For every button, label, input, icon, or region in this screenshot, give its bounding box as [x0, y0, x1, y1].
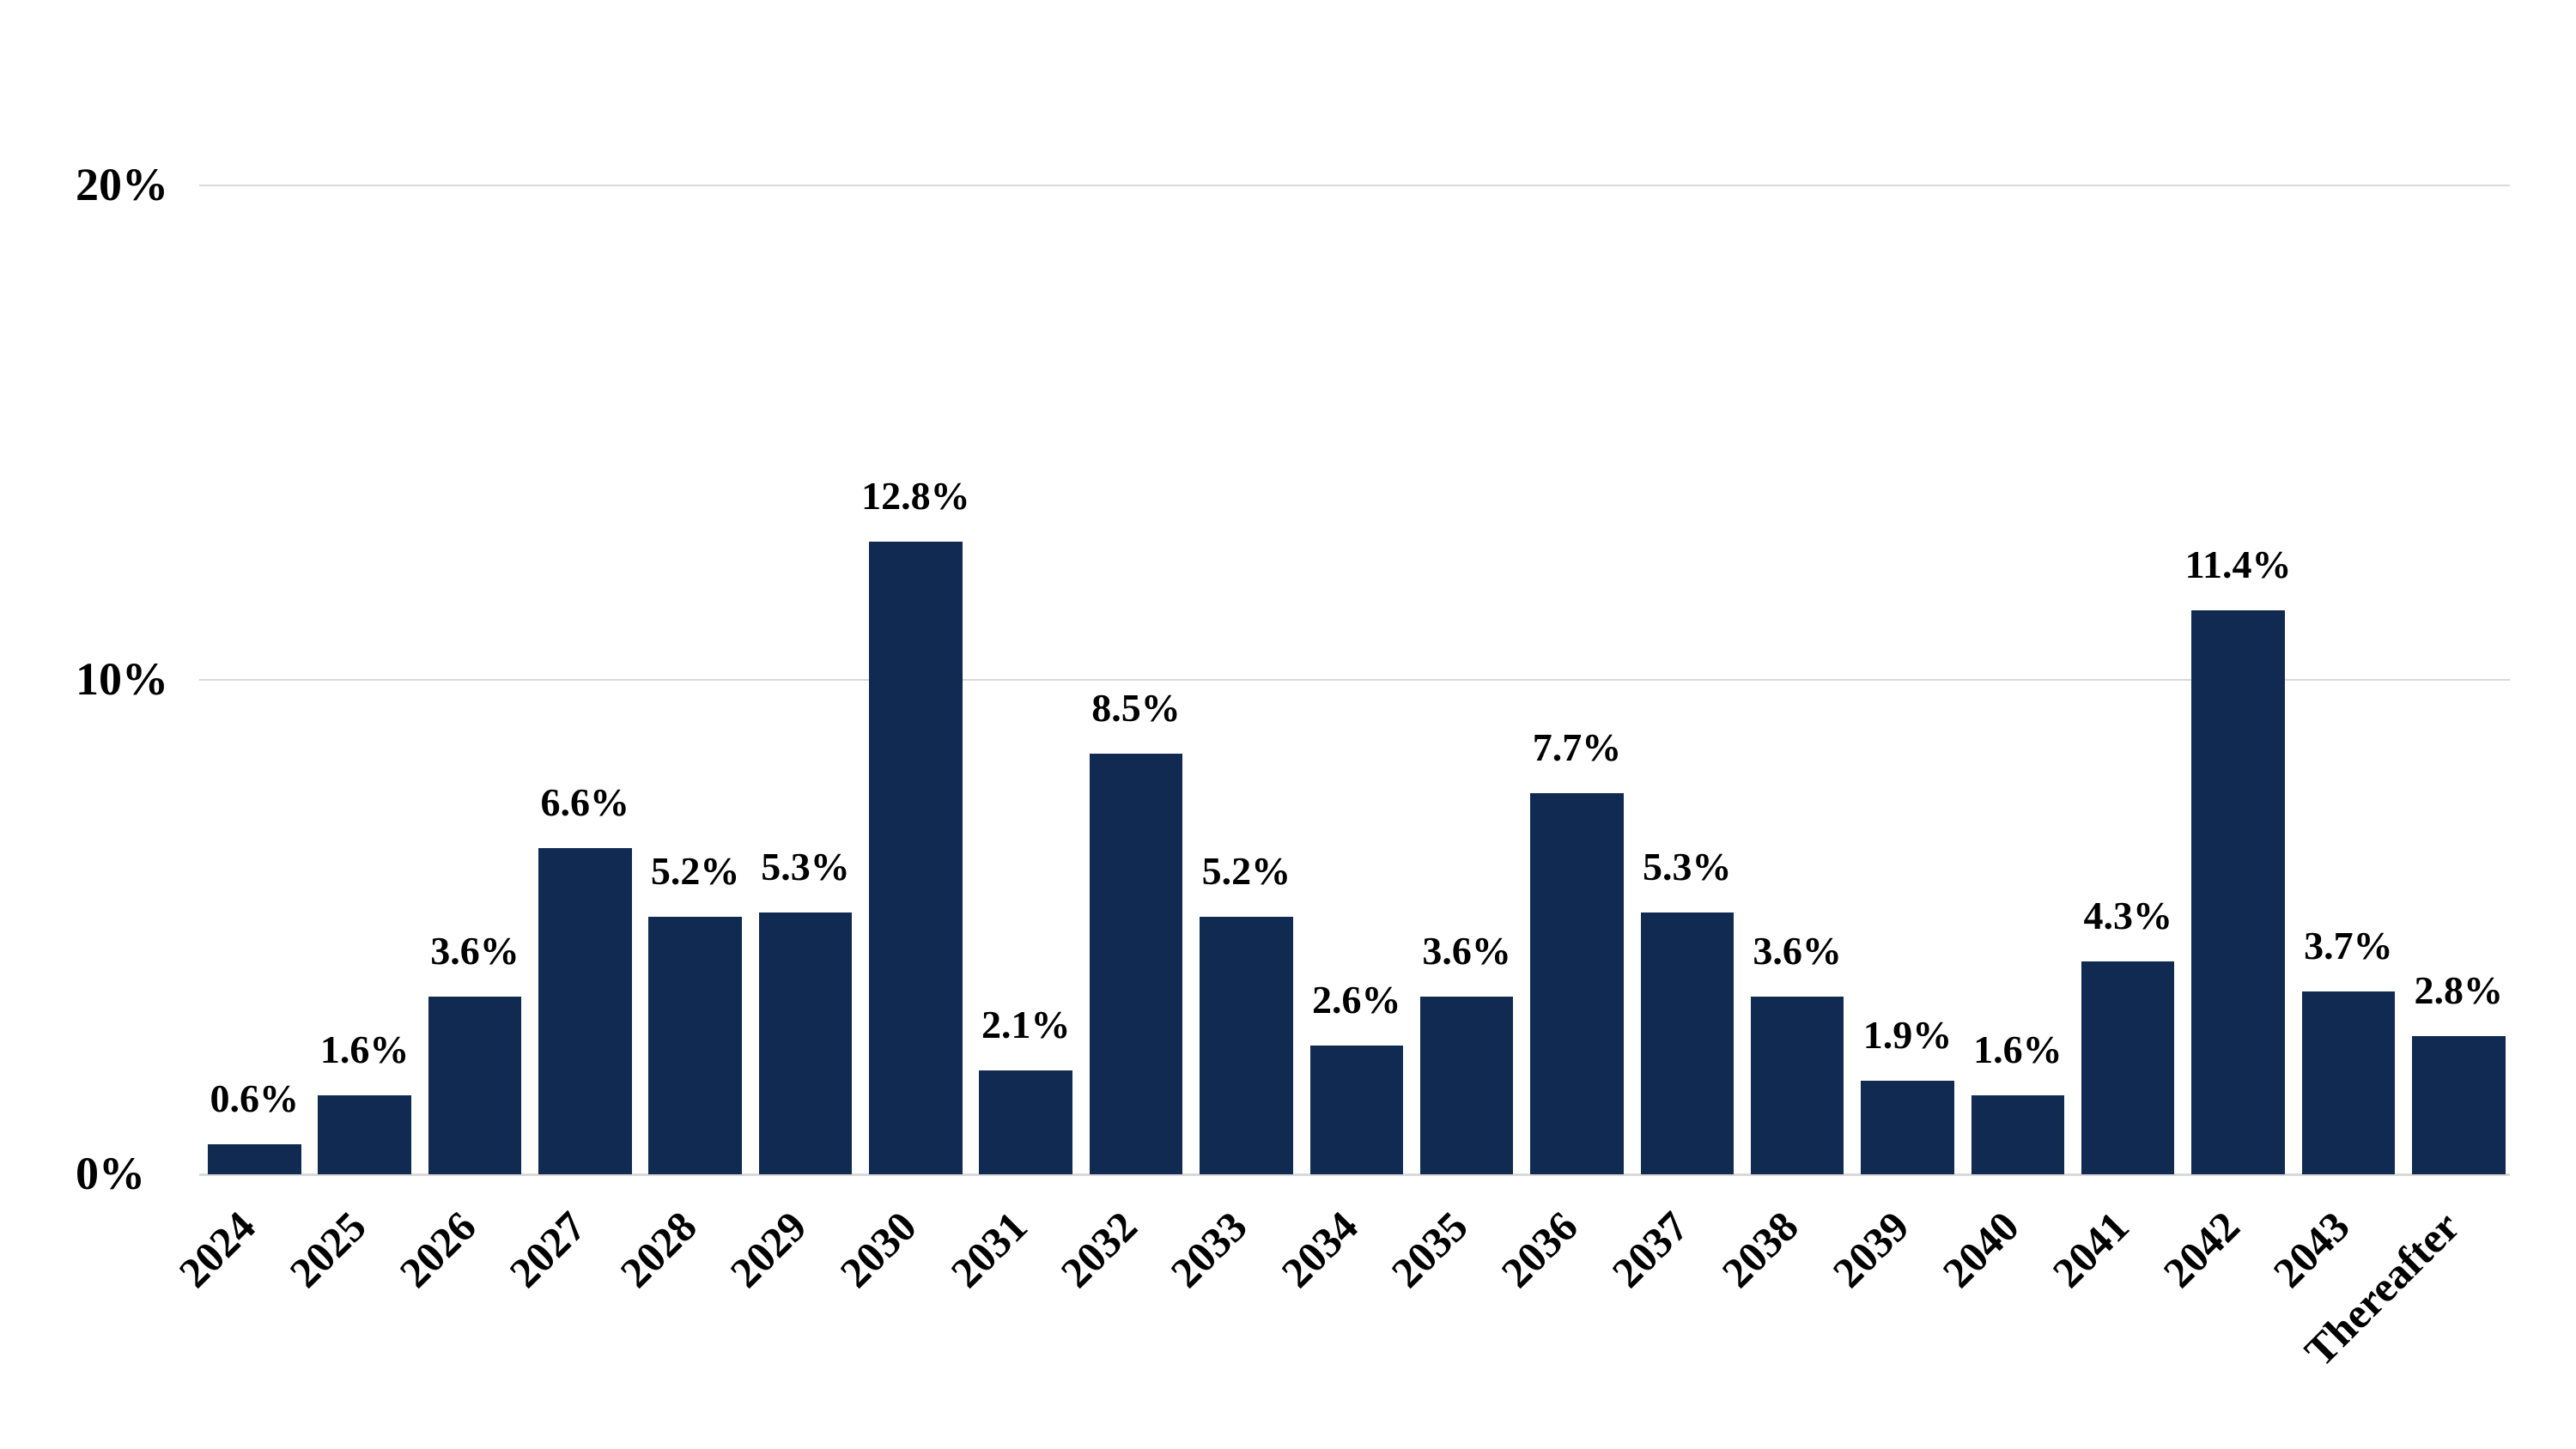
bar-value-label: 4.3% — [2083, 894, 2172, 938]
bar-value-label: 7.7% — [1532, 725, 1622, 770]
bar-value-label: 6.6% — [540, 779, 630, 824]
bar-2027 — [538, 847, 632, 1174]
bar-2041 — [2081, 961, 2175, 1174]
bar-value-label: 3.6% — [1753, 928, 1842, 973]
plot-area: 0.6% 1.6% 3.6% 6.6% 5.2% 5.3% 12.8% 2.1% 8.5% 5.2… — [199, 185, 2510, 1176]
gridline — [199, 185, 2510, 186]
bar-2030 — [869, 541, 963, 1174]
bar-value-label: 12.8% — [861, 473, 970, 518]
bar-value-label: 2.6% — [1312, 978, 1401, 1022]
bar-2034 — [1309, 1046, 1403, 1174]
bar-value-label: 2.8% — [2414, 967, 2504, 1012]
bar-value-label: 3.6% — [1422, 928, 1511, 973]
bar-2038 — [1750, 996, 1844, 1174]
bar-value-label: 3.6% — [430, 928, 519, 973]
x-axis-line — [199, 1173, 2510, 1176]
bar-value-label: 0.6% — [210, 1076, 300, 1121]
y-tick-label: 0% — [76, 1147, 145, 1199]
bar-value-label: 1.9% — [1862, 1012, 1953, 1057]
bar-2043 — [2301, 991, 2396, 1174]
bar-2036 — [1530, 793, 1624, 1174]
bar-value-label: 5.3% — [1643, 844, 1732, 888]
bar-value-label: 1.6% — [1973, 1027, 2063, 1071]
bar-value-label: 5.2% — [1201, 849, 1291, 894]
bar-2031 — [979, 1070, 1072, 1174]
bar-value-label: 3.7% — [2304, 923, 2393, 967]
bar-value-label: 11.4% — [2184, 543, 2292, 587]
bar-value-label: 1.6% — [319, 1027, 410, 1071]
bar-value-label: 2.1% — [981, 1003, 1071, 1047]
bar-value-label: 5.3% — [761, 844, 850, 888]
bar-2035 — [1419, 996, 1514, 1174]
bar-2025 — [318, 1094, 411, 1174]
bar-2032 — [1089, 754, 1183, 1174]
bar-2042 — [2191, 610, 2285, 1174]
bar-2037 — [1640, 912, 1735, 1174]
bar-2029 — [758, 912, 853, 1174]
y-tick-label: 20% — [76, 158, 168, 210]
y-tick-label: 10% — [76, 652, 168, 705]
bar-2026 — [428, 996, 522, 1174]
bar-Thereafter — [2412, 1035, 2506, 1174]
bar-2040 — [1971, 1094, 2065, 1174]
bar-value-label: 8.5% — [1091, 686, 1181, 731]
bar-2039 — [1861, 1080, 1954, 1174]
bar-2024 — [208, 1144, 301, 1174]
bar-2033 — [1200, 917, 1293, 1174]
gridline — [199, 679, 2510, 681]
bar-value-label: 5.2% — [650, 849, 740, 894]
bar-2028 — [648, 917, 742, 1174]
